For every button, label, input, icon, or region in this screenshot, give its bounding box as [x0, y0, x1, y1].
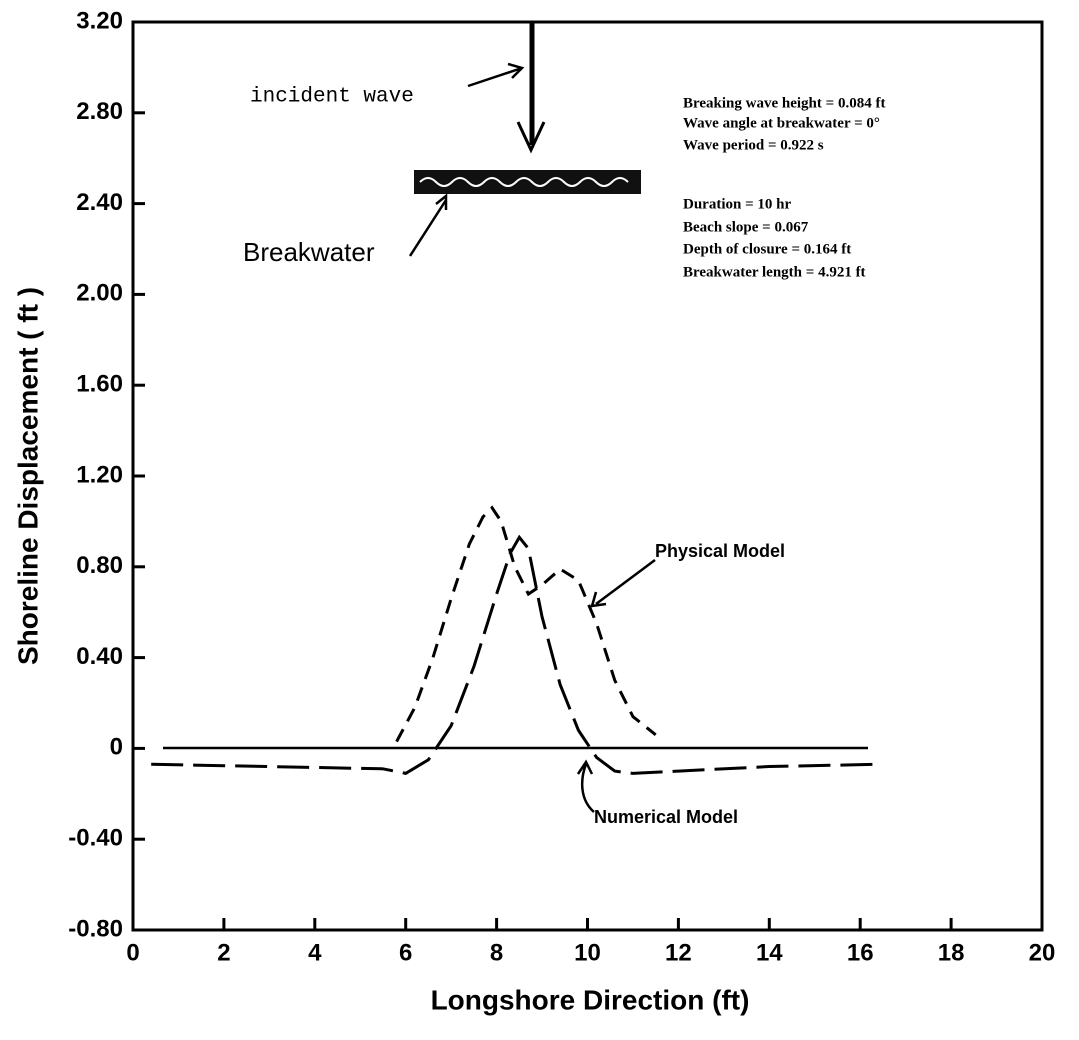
- wave-arrow-head: [516, 121, 546, 154]
- y-tick-label: 0.40: [76, 643, 123, 670]
- incident-wave-label: incident wave: [250, 86, 414, 109]
- x-tick-label: 8: [490, 939, 503, 966]
- parameter-note: Depth of closure = 0.164 ft: [683, 241, 851, 257]
- pointer: [467, 62, 525, 88]
- y-tick-label: 0: [110, 734, 123, 761]
- x-tick-label: 20: [1029, 939, 1056, 966]
- y-tick-label: 1.60: [76, 371, 123, 398]
- breakwater: [414, 170, 641, 194]
- x-tick-label: 16: [847, 939, 874, 966]
- x-tick-label: 4: [308, 939, 322, 966]
- parameter-note: Wave period = 0.922 s: [683, 137, 824, 153]
- parameter-note: Duration = 10 hr: [683, 196, 791, 212]
- y-tick-label: 2.80: [76, 98, 123, 125]
- breakwater-texture: [419, 177, 629, 187]
- series-label: Physical Model: [655, 541, 785, 561]
- parameter-note: Breaking wave height = 0.084 ft: [683, 95, 885, 111]
- pointer: [590, 558, 656, 608]
- y-tick-label: -0.80: [68, 915, 123, 942]
- y-tick-label: 0.80: [76, 552, 123, 579]
- x-tick-label: 18: [938, 939, 965, 966]
- x-tick-label: 0: [126, 939, 139, 966]
- y-tick-label: 2.00: [76, 280, 123, 307]
- y-tick-label: -0.40: [68, 825, 123, 852]
- series-label: Numerical Model: [594, 807, 738, 827]
- series-line: [395, 505, 657, 743]
- series-line: [151, 534, 879, 775]
- y-tick-label: 3.20: [76, 7, 123, 34]
- x-tick-label: 10: [574, 939, 601, 966]
- breakwater-label: Breakwater: [243, 237, 375, 267]
- pointer: [576, 759, 595, 813]
- y-tick-label: 1.20: [76, 461, 123, 488]
- parameter-note: Beach slope = 0.067: [683, 219, 809, 235]
- y-tick-label: 2.40: [76, 189, 123, 216]
- pointer: [408, 193, 448, 257]
- parameter-note: Wave angle at breakwater = 0°: [683, 115, 880, 131]
- x-tick-label: 2: [217, 939, 230, 966]
- x-axis-label: Longshore Direction (ft): [431, 984, 750, 1015]
- y-axis-label: Shoreline Displacement ( ft ): [12, 287, 43, 665]
- x-tick-label: 6: [399, 939, 412, 966]
- plot-frame: [131, 20, 1044, 932]
- x-tick-label: 14: [756, 939, 783, 966]
- parameter-note: Breakwater length = 4.921 ft: [683, 264, 866, 280]
- x-tick-label: 12: [665, 939, 692, 966]
